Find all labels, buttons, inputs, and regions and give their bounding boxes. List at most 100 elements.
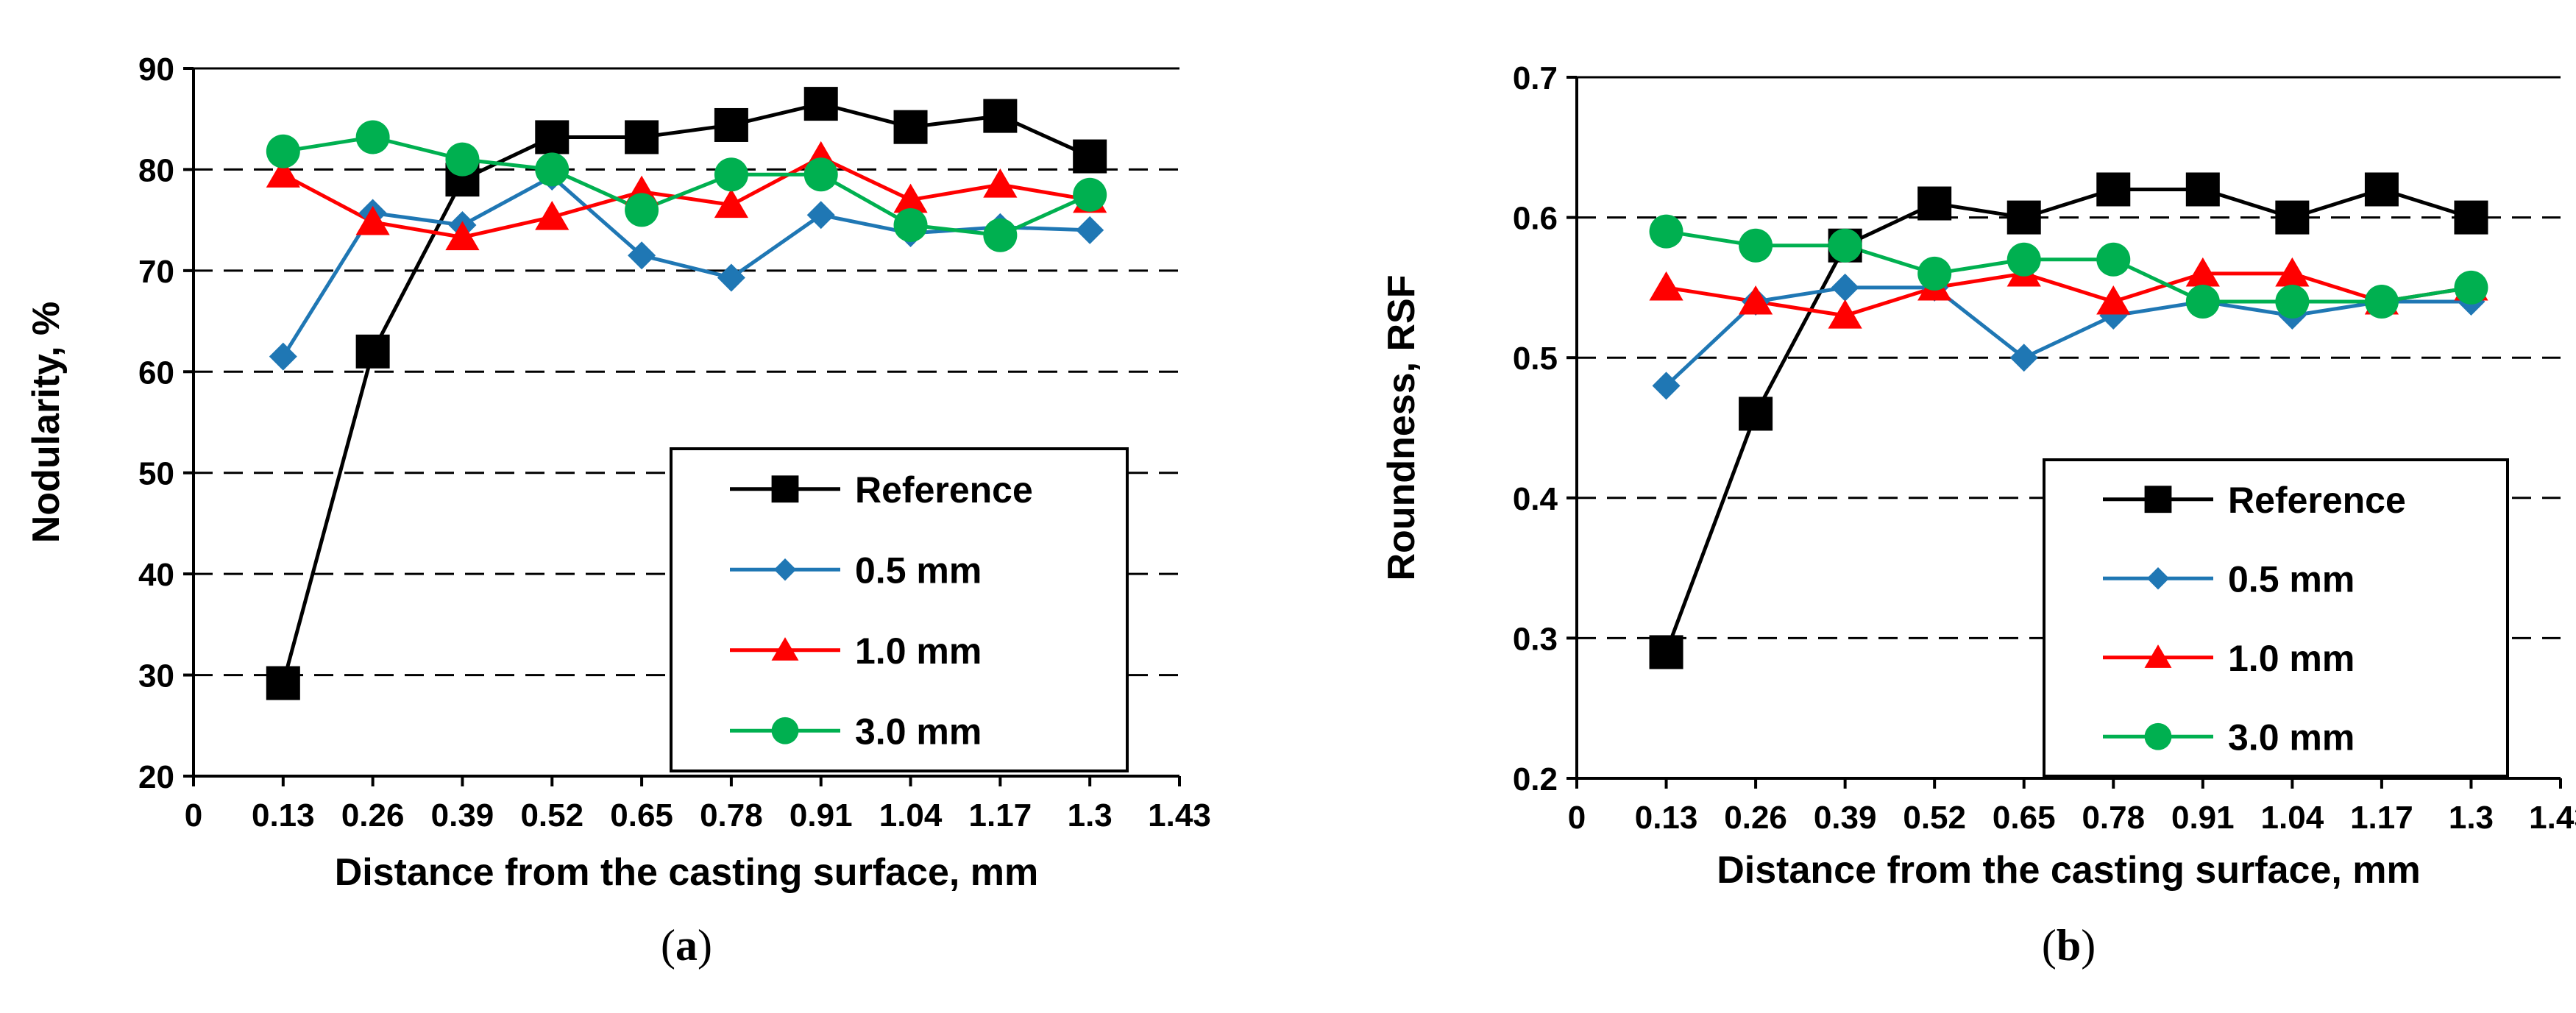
y-axis-title: Roundness, RSF bbox=[1380, 274, 1423, 580]
y-tick-label: 70 bbox=[138, 254, 174, 290]
panel-caption: (a) bbox=[661, 921, 712, 970]
x-tick-label: 0.26 bbox=[1724, 800, 1787, 836]
x-tick-label: 0.78 bbox=[700, 797, 763, 833]
data-point bbox=[1652, 372, 1681, 400]
legend-label: 0.5 mm bbox=[855, 550, 982, 591]
x-tick-label: 1.04 bbox=[2261, 800, 2324, 836]
x-tick-label: 0.78 bbox=[2082, 800, 2145, 836]
x-tick-label: 0.91 bbox=[790, 797, 853, 833]
data-point bbox=[535, 152, 570, 187]
data-point bbox=[893, 208, 928, 243]
panel-caption: (b) bbox=[2042, 921, 2096, 970]
series-line bbox=[1666, 230, 2472, 304]
legend-marker bbox=[771, 637, 799, 661]
legend-marker bbox=[2144, 722, 2172, 750]
data-point bbox=[1738, 285, 1773, 315]
legend-label: Reference bbox=[2228, 480, 2406, 521]
series-line bbox=[281, 174, 1090, 358]
y-tick-label: 0.3 bbox=[1513, 621, 1558, 657]
legend-label: 3.0 mm bbox=[855, 711, 982, 752]
x-tick-label: 0.52 bbox=[520, 797, 583, 833]
data-point bbox=[893, 110, 928, 144]
legend-label: 3.0 mm bbox=[2228, 717, 2355, 758]
y-tick-label: 0.7 bbox=[1513, 60, 1558, 96]
x-axis-title: Distance from the casting surface, mm bbox=[1717, 849, 2421, 892]
data-point bbox=[625, 193, 659, 227]
y-tick-label: 0.2 bbox=[1513, 761, 1558, 797]
data-point bbox=[714, 107, 748, 142]
legend-marker bbox=[771, 717, 799, 744]
x-tick-label: 0.65 bbox=[610, 797, 673, 833]
data-point bbox=[1739, 228, 1773, 263]
data-point bbox=[1649, 214, 1683, 249]
data-point bbox=[983, 168, 1018, 198]
data-point bbox=[266, 666, 300, 700]
caption-open: ( bbox=[661, 921, 675, 970]
chart-b: 0.2 0.3 0.4 0.5 0.6 0.7 0 0.13 0.26 0.39 0.52 0.65 0… bbox=[1380, 60, 2576, 970]
x-tick-label: 0.26 bbox=[341, 797, 405, 833]
data-point bbox=[2275, 200, 2310, 235]
caption-close: ) bbox=[2081, 921, 2096, 970]
x-tick-label: 0.65 bbox=[1993, 800, 2056, 836]
data-point bbox=[355, 120, 390, 154]
data-point bbox=[2275, 284, 2310, 319]
data-point bbox=[1917, 186, 1952, 221]
legend-box bbox=[2043, 458, 2509, 778]
x-tick-label: 0.13 bbox=[1635, 800, 1698, 836]
data-point bbox=[1073, 177, 1107, 212]
x-tick-label: 0.13 bbox=[252, 797, 315, 833]
data-point bbox=[983, 99, 1018, 133]
y-tick-label: 20 bbox=[138, 759, 174, 795]
data-point bbox=[1649, 271, 1683, 301]
data-point bbox=[445, 142, 480, 177]
y-tick-label: 80 bbox=[138, 152, 174, 188]
x-tick-label: 0.91 bbox=[2171, 800, 2235, 836]
data-point bbox=[1828, 299, 1862, 329]
legend-marker bbox=[2144, 486, 2172, 513]
data-point bbox=[714, 157, 748, 192]
legend-label: 1.0 mm bbox=[2228, 638, 2355, 679]
legend-label: 1.0 mm bbox=[855, 630, 982, 672]
x-tick-label: 0 bbox=[1568, 800, 1586, 836]
data-point bbox=[2454, 270, 2488, 305]
data-point bbox=[2096, 242, 2131, 277]
x-tick-label: 1.43 bbox=[1148, 797, 1211, 833]
data-point bbox=[269, 342, 297, 371]
data-point bbox=[2185, 172, 2220, 207]
data-point bbox=[2009, 344, 2038, 372]
data-point bbox=[1739, 397, 1773, 431]
data-point bbox=[355, 334, 390, 369]
legend-marker bbox=[2146, 567, 2170, 590]
data-point bbox=[535, 120, 570, 154]
data-point bbox=[266, 134, 300, 168]
legend-label: 0.5 mm bbox=[2228, 558, 2355, 600]
data-point bbox=[2185, 257, 2220, 287]
x-tick-label: 1.17 bbox=[969, 797, 1032, 833]
data-point bbox=[628, 241, 656, 270]
data-point bbox=[1076, 216, 1104, 244]
data-point bbox=[2006, 200, 2041, 235]
data-point bbox=[2096, 285, 2131, 315]
x-tick-label: 0.39 bbox=[431, 797, 494, 833]
x-tick-label: 1.17 bbox=[2350, 800, 2413, 836]
data-point bbox=[803, 87, 838, 121]
x-tick-label: 1.43 bbox=[2529, 800, 2576, 836]
chart-a: 20 30 40 50 60 70 80 90 0 0.13 0.26 0.39 0.52 0.65 0.7… bbox=[25, 51, 1211, 970]
series-line bbox=[1666, 271, 2472, 318]
data-point bbox=[355, 205, 390, 235]
x-axis-title: Distance from the casting surface, mm bbox=[335, 851, 1039, 894]
data-point bbox=[2185, 284, 2220, 319]
x-tick-label: 1.3 bbox=[2449, 800, 2494, 836]
data-point bbox=[1831, 273, 1859, 302]
data-point bbox=[2364, 284, 2399, 319]
series-line bbox=[1664, 187, 2472, 653]
data-point bbox=[717, 263, 745, 292]
series-line bbox=[1664, 285, 2472, 388]
y-tick-label: 60 bbox=[138, 355, 174, 391]
legend-marker bbox=[771, 475, 799, 503]
data-point bbox=[1649, 635, 1683, 669]
x-tick-label: 0.52 bbox=[1903, 800, 1966, 836]
data-point bbox=[893, 183, 928, 213]
y-tick-label: 0.6 bbox=[1513, 201, 1558, 237]
y-tick-label: 40 bbox=[138, 557, 174, 593]
